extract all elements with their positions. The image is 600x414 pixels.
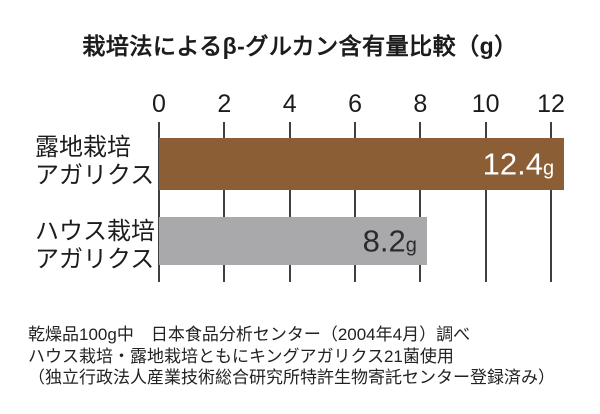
category-label-line-2: アガリクス [35, 162, 155, 189]
footnote-line-3: （独立行政法人産業技術総合研究所特許生物寄託センター登録済み） [28, 368, 555, 387]
bar-value-number: 8.2 [362, 223, 406, 259]
gridline-x-12 [550, 122, 553, 282]
gridline-x-2 [223, 122, 226, 282]
bar-value-row-1: 12.4g [483, 149, 554, 180]
bar-row-2: 8.2g [159, 217, 427, 265]
footnotes: 乾燥品100g中 日本食品分析センター（2004年4月）調べ ハウス栽培・露地栽… [28, 324, 555, 389]
category-label-row-2: ハウス栽培 アガリクス [35, 218, 155, 274]
x-tick-label-12: 12 [537, 90, 565, 118]
x-tick-label-4: 4 [282, 90, 297, 118]
gridline-x-8 [419, 122, 422, 282]
category-label-row-1: 露地栽培 アガリクス [35, 134, 154, 190]
x-tick-label-2: 2 [217, 90, 232, 118]
bar-value-unit: g [542, 157, 555, 180]
bar-value-number: 12.4 [482, 146, 543, 182]
footnote-line-1: 乾燥品100g中 日本食品分析センター（2004年4月）調べ [28, 325, 471, 344]
gridline-x-4 [288, 122, 291, 282]
gridline-x-6 [354, 122, 357, 282]
chart-title: 栽培法によるβ-グルカン含有量比較（g） [82, 33, 518, 59]
category-label-line-1: 露地栽培 [35, 134, 131, 161]
category-label-line-1: ハウス栽培 [35, 218, 155, 245]
bar-row-1: 12.4g [159, 138, 565, 190]
footnote-line-2: ハウス栽培・露地栽培ともにキングアガリクス21菌使用 [28, 346, 454, 366]
category-label-line-2: アガリクス [35, 246, 155, 273]
bar-value-unit: g [405, 234, 417, 257]
bar-value-row-2: 8.2g [363, 226, 417, 257]
gridline-x-10 [484, 122, 487, 282]
x-tick-label-0: 0 [152, 90, 166, 118]
gridline-x-0 [158, 122, 160, 282]
x-tick-label-10: 10 [471, 90, 500, 118]
x-tick-label-8: 8 [413, 90, 428, 118]
x-tick-label-6: 6 [348, 90, 362, 118]
